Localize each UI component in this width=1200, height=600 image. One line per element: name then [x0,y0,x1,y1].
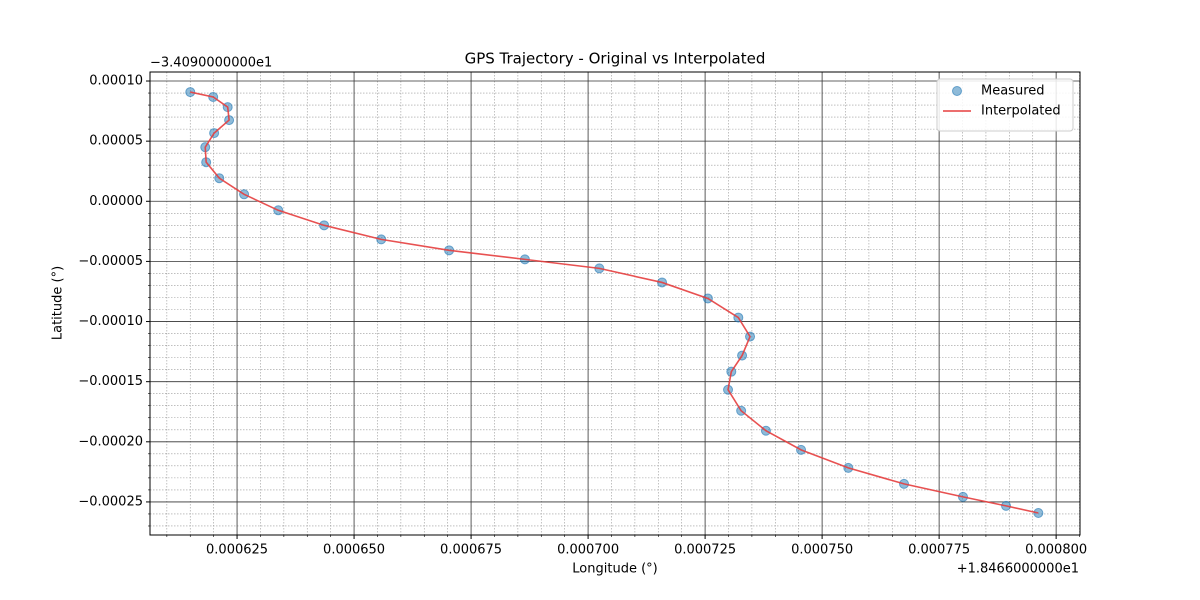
y-tick-label: −0.00025 [78,494,143,509]
x-tick-label: 0.000800 [1025,543,1087,558]
chart-title: GPS Trajectory - Original vs Interpolate… [465,50,766,68]
x-tick-label: 0.000750 [791,543,853,558]
legend-swatch [952,86,962,96]
y-tick-label: −0.00020 [78,434,143,449]
x-tick-label: 0.000650 [323,543,385,558]
point [1033,507,1044,518]
y-tick-label: −0.00005 [78,254,143,269]
x-tick-label: 0.000775 [908,543,970,558]
legend-label: Measured [981,84,1045,99]
x-tick-label: 0.000725 [674,543,736,558]
y-offset-label: −3.4090000000e1 [150,56,272,71]
legend-label: Interpolated [981,104,1061,119]
y-tick-label: 0.00005 [89,134,143,149]
y-tick-label: 0.00000 [89,194,143,209]
y-tick-label: 0.00010 [89,74,143,89]
plot-frame [149,71,1081,536]
x-tick-label: 0.000675 [440,543,502,558]
legend-box [936,78,1074,132]
y-tick-label: −0.00015 [78,374,143,389]
y-axis-label: Latitude (°) [51,266,66,340]
x-offset-label: +1.8466000000e1 [957,562,1079,577]
line [190,91,1039,514]
y-tick-label: −0.00010 [78,314,143,329]
x-axis-label: Longitude (°) [572,562,657,577]
x-tick-label: 0.000700 [557,543,619,558]
x-tick-label: 0.000625 [206,543,268,558]
